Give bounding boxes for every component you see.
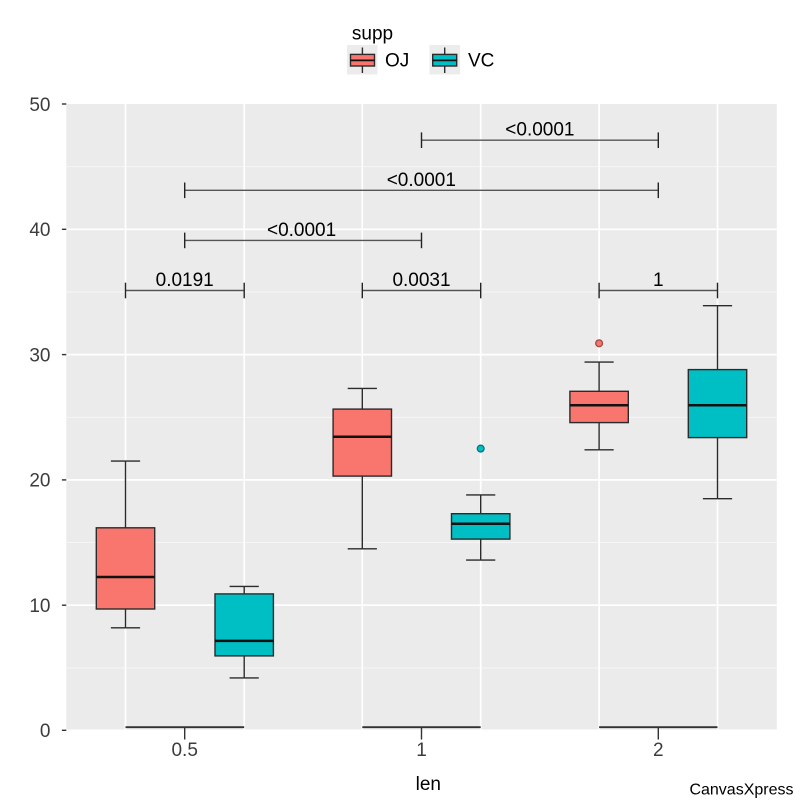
svg-text:30: 30 xyxy=(29,345,50,366)
svg-text:len: len xyxy=(416,774,441,795)
svg-text:0: 0 xyxy=(40,721,51,742)
svg-text:VC: VC xyxy=(468,51,494,72)
svg-text:50: 50 xyxy=(29,95,50,116)
svg-text:0.5: 0.5 xyxy=(171,740,197,761)
svg-text:0.0191: 0.0191 xyxy=(156,270,214,291)
svg-text:0.0031: 0.0031 xyxy=(392,270,450,291)
svg-text:10: 10 xyxy=(29,596,50,617)
svg-text:<0.0001: <0.0001 xyxy=(505,120,574,141)
svg-text:1: 1 xyxy=(416,740,427,761)
svg-text:CanvasXpress: CanvasXpress xyxy=(689,782,793,799)
svg-text:40: 40 xyxy=(29,220,50,241)
svg-text:OJ: OJ xyxy=(385,51,409,72)
svg-text:supp: supp xyxy=(352,24,393,45)
svg-text:<0.0001: <0.0001 xyxy=(387,170,456,191)
svg-text:<0.0001: <0.0001 xyxy=(267,220,336,241)
svg-text:20: 20 xyxy=(29,471,50,492)
svg-text:2: 2 xyxy=(653,740,664,761)
svg-text:1: 1 xyxy=(653,270,664,291)
